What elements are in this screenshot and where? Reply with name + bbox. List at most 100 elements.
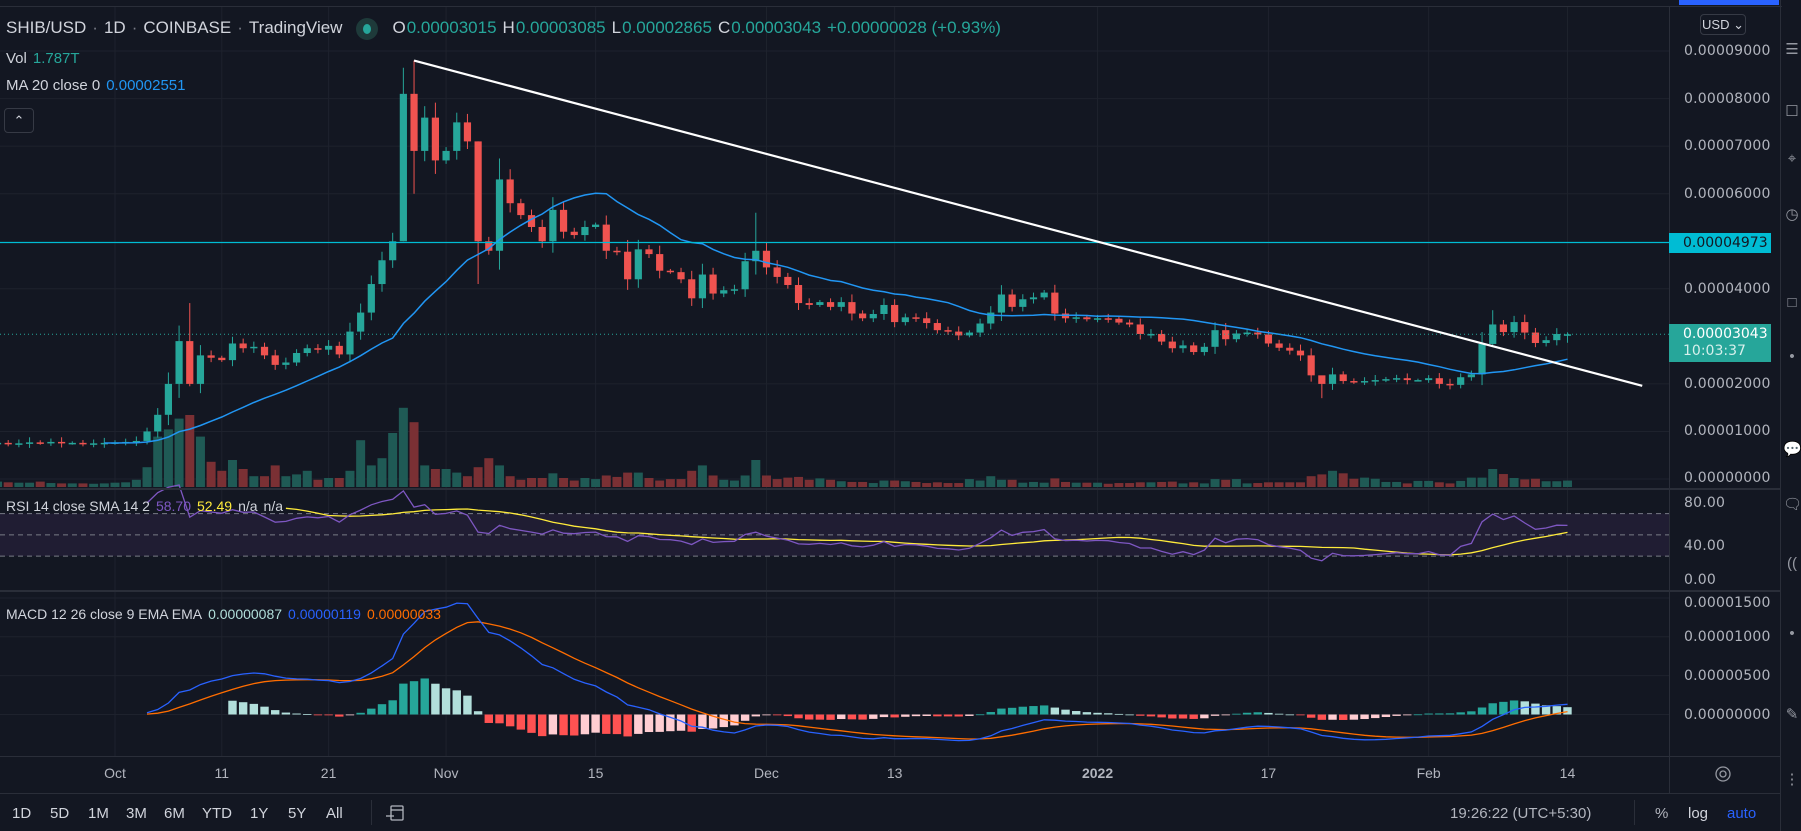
candle[interactable] xyxy=(228,336,237,367)
candle[interactable] xyxy=(1510,315,1518,338)
stream-icon[interactable]: (( xyxy=(1787,555,1797,572)
candle[interactable] xyxy=(784,272,792,289)
candle[interactable] xyxy=(79,440,87,447)
candle[interactable] xyxy=(378,251,386,292)
candle[interactable] xyxy=(837,297,845,312)
candle[interactable] xyxy=(1371,375,1379,386)
candle[interactable] xyxy=(1467,370,1475,381)
candle[interactable] xyxy=(154,408,162,438)
candle[interactable] xyxy=(1147,329,1155,339)
timeframe-all[interactable]: All xyxy=(326,805,343,822)
candle[interactable] xyxy=(1318,375,1326,399)
candle[interactable] xyxy=(1489,310,1497,346)
candle[interactable] xyxy=(741,252,749,297)
candle[interactable] xyxy=(656,245,664,279)
candle[interactable] xyxy=(602,215,610,259)
candle[interactable] xyxy=(335,341,343,359)
candle[interactable] xyxy=(122,438,130,446)
candle[interactable] xyxy=(1435,373,1443,389)
candle[interactable] xyxy=(239,338,247,353)
candle[interactable] xyxy=(1040,289,1048,300)
ma-legend[interactable]: MA 20 close 0 0.00002551 xyxy=(6,77,186,94)
candle[interactable] xyxy=(207,350,215,363)
candle[interactable] xyxy=(453,112,461,160)
candle[interactable] xyxy=(463,113,472,150)
candle[interactable] xyxy=(688,270,696,306)
candle[interactable] xyxy=(912,313,920,322)
candle[interactable] xyxy=(944,326,952,335)
candle[interactable] xyxy=(186,303,194,387)
candle[interactable] xyxy=(698,263,706,309)
candle[interactable] xyxy=(965,330,973,338)
candle[interactable] xyxy=(901,313,909,326)
candle[interactable] xyxy=(570,227,578,239)
candle[interactable] xyxy=(592,222,600,229)
candle[interactable] xyxy=(346,322,354,363)
clock[interactable]: 19:26:22 (UTC+5:30) xyxy=(1450,805,1592,822)
candle[interactable] xyxy=(1339,371,1347,384)
candle[interactable] xyxy=(303,344,311,357)
market-status-icon[interactable] xyxy=(356,18,379,40)
candle[interactable] xyxy=(36,440,44,445)
candle[interactable] xyxy=(58,437,66,448)
candle[interactable] xyxy=(1531,327,1540,348)
candle[interactable] xyxy=(762,242,771,275)
candle[interactable] xyxy=(250,341,258,353)
candle[interactable] xyxy=(325,340,333,355)
candle[interactable] xyxy=(1254,327,1262,339)
candle[interactable] xyxy=(869,309,877,323)
candles[interactable] xyxy=(0,60,1572,448)
candle[interactable] xyxy=(1232,330,1240,343)
candle[interactable] xyxy=(1521,314,1529,340)
candle[interactable] xyxy=(1115,316,1123,325)
notifications-icon[interactable]: • xyxy=(1789,625,1795,642)
candle[interactable] xyxy=(196,345,205,394)
settings-gear-icon[interactable] xyxy=(1715,766,1731,782)
candle[interactable] xyxy=(410,60,418,194)
crosshair-icon[interactable]: ⌖ xyxy=(1787,150,1797,167)
candle[interactable] xyxy=(1499,319,1507,337)
candle[interactable] xyxy=(1211,322,1219,354)
data-window-icon[interactable]: ◷ xyxy=(1785,206,1799,223)
candle[interactable] xyxy=(292,349,301,366)
candle[interactable] xyxy=(1563,332,1572,343)
candle[interactable] xyxy=(1019,294,1027,312)
candle[interactable] xyxy=(1350,378,1358,384)
candle[interactable] xyxy=(891,299,899,328)
candle[interactable] xyxy=(164,372,172,426)
candle[interactable] xyxy=(282,357,290,370)
candle[interactable] xyxy=(666,268,674,274)
timeframe-5y[interactable]: 5Y xyxy=(288,805,307,822)
calendar-icon[interactable] xyxy=(386,805,404,821)
candle[interactable] xyxy=(1179,340,1187,353)
timeframe-1d[interactable]: 1D xyxy=(12,805,32,822)
candle[interactable] xyxy=(15,439,23,448)
candle[interactable] xyxy=(517,198,525,220)
candle[interactable] xyxy=(1168,336,1176,353)
candle[interactable] xyxy=(677,267,685,284)
candle[interactable] xyxy=(421,106,429,162)
candle[interactable] xyxy=(1104,313,1112,323)
candle[interactable] xyxy=(1393,374,1401,383)
interval[interactable]: 1D xyxy=(103,18,126,38)
candle[interactable] xyxy=(1328,367,1337,390)
timeframe-3m[interactable]: 3M xyxy=(126,805,147,822)
macd-legend[interactable]: MACD 12 26 close 9 EMA EMA 0.00000087 0.00… xyxy=(6,606,441,622)
candle[interactable] xyxy=(1286,343,1294,355)
candle[interactable] xyxy=(47,438,55,446)
candle[interactable] xyxy=(1008,289,1016,312)
candle[interactable] xyxy=(474,141,482,285)
candle[interactable] xyxy=(442,147,450,164)
candle[interactable] xyxy=(848,294,856,321)
ideas-icon[interactable]: 💬 xyxy=(1783,441,1801,458)
candle[interactable] xyxy=(634,239,642,288)
candle[interactable] xyxy=(859,310,867,322)
candle[interactable] xyxy=(1136,318,1144,340)
candle[interactable] xyxy=(730,284,739,295)
candle[interactable] xyxy=(1307,348,1315,382)
candle[interactable] xyxy=(987,306,995,330)
candle[interactable] xyxy=(506,169,514,213)
candle[interactable] xyxy=(1222,323,1230,346)
candle[interactable] xyxy=(485,236,493,255)
